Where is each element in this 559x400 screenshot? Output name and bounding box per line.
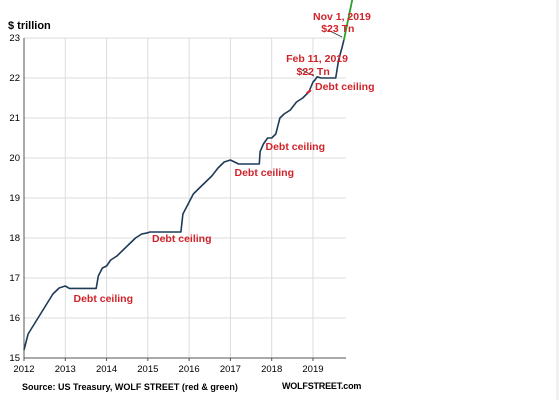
x-tick-2015: 2015 xyxy=(137,364,158,375)
annotation-2: Debt ceiling xyxy=(234,167,295,179)
annotation-5: Feb 11, 2019 xyxy=(286,53,348,65)
brand-label: WOLFSTREET.com xyxy=(282,381,362,391)
x-tick-2012: 2012 xyxy=(13,364,34,375)
series-line-main xyxy=(23,39,345,351)
x-tick-2014: 2014 xyxy=(96,364,117,375)
annotation-0: Debt ceiling xyxy=(73,293,134,305)
y-tick-20: 20 xyxy=(9,153,20,164)
y-tick-21: 21 xyxy=(9,113,20,124)
y-axis-label: $ trillion xyxy=(8,20,51,32)
y-tick-18: 18 xyxy=(9,233,20,244)
y-tick-17: 17 xyxy=(9,273,20,284)
annotation-4: Debt ceiling xyxy=(315,81,375,93)
leader-22tn xyxy=(299,68,315,77)
x-tick-2013: 2013 xyxy=(55,364,76,375)
y-tick-16: 16 xyxy=(9,313,20,324)
source-note: Source: US Treasury, WOLF STREET (red & … xyxy=(22,382,238,392)
annotation-8: $23 Tn xyxy=(321,23,355,35)
leader-23tn xyxy=(327,29,343,38)
y-tick-15: 15 xyxy=(9,353,20,364)
series-line-green xyxy=(343,0,354,41)
x-tick-2018: 2018 xyxy=(261,364,282,375)
y-tick-22: 22 xyxy=(9,73,20,84)
y-tick-23: 23 xyxy=(9,33,20,44)
right-frame-edge xyxy=(556,0,559,400)
x-tick-2019: 2019 xyxy=(302,364,323,375)
x-tick-2017: 2017 xyxy=(220,364,241,375)
annotation-6: $22 Tn xyxy=(296,66,330,79)
annotation-7: Nov 1, 2019 xyxy=(313,11,371,23)
annotation-1: Debt ceiling xyxy=(152,233,212,245)
series-line-red xyxy=(306,89,312,95)
annotation-3: Debt ceiling xyxy=(265,141,326,153)
x-tick-2016: 2016 xyxy=(179,364,200,375)
y-tick-19: 19 xyxy=(9,193,20,204)
